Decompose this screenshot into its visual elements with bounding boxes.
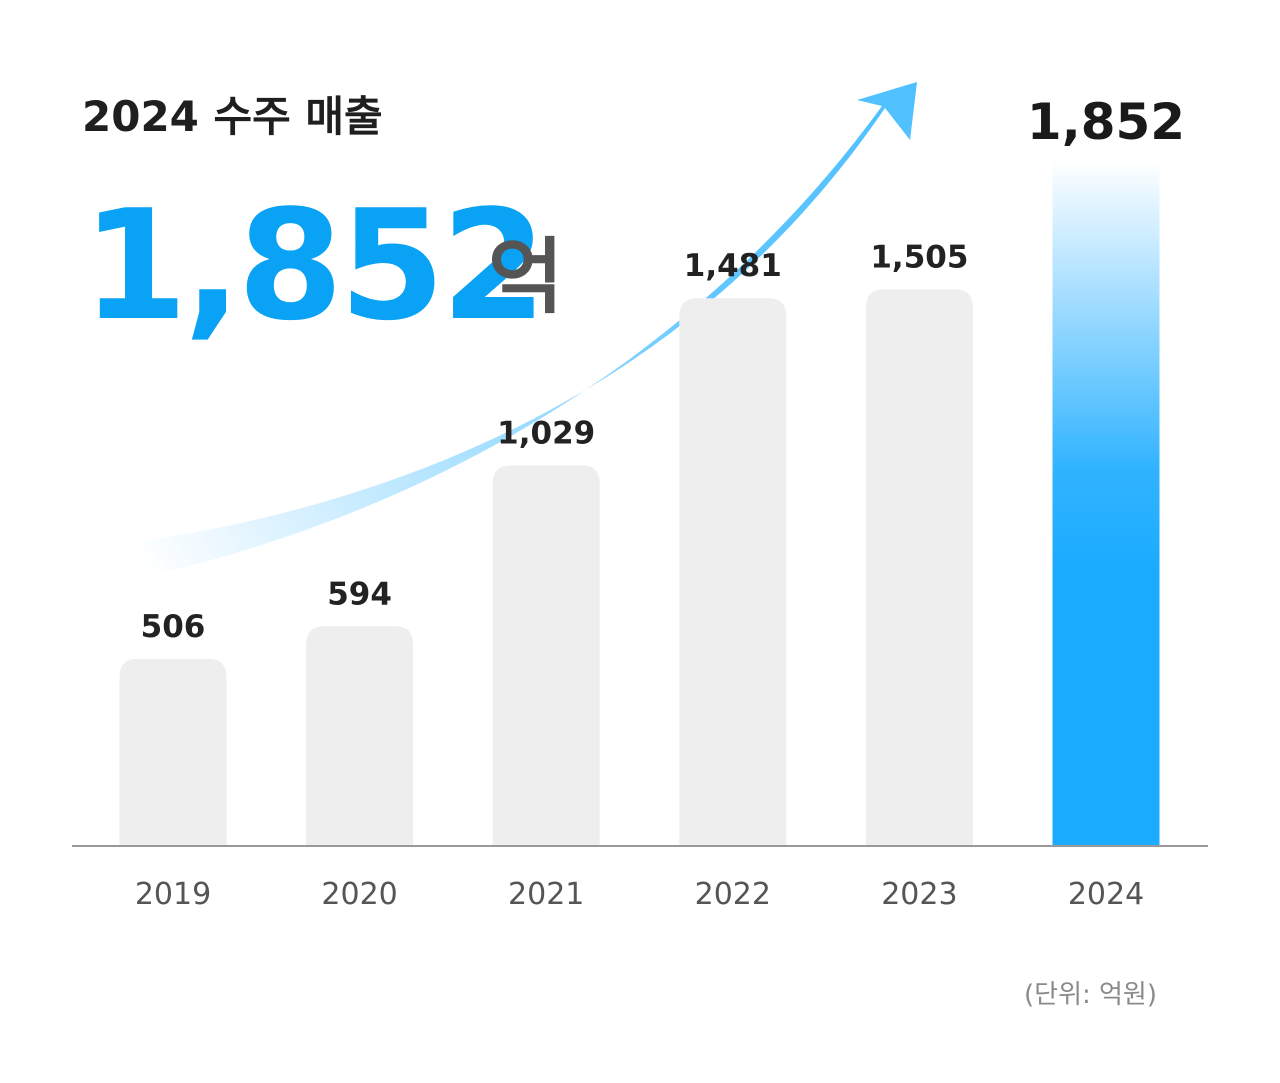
bar-value-label-2022: 1,481 xyxy=(684,248,782,284)
bar-value-label-2023: 1,505 xyxy=(870,239,968,275)
bar-2022 xyxy=(679,298,787,846)
bar-2024 xyxy=(1052,161,1160,846)
bar-value-label-2021: 1,029 xyxy=(497,415,595,451)
x-tick-label-2024: 2024 xyxy=(1068,877,1144,912)
bar-value-label-2019: 506 xyxy=(141,609,206,645)
bar-labels-group: 506 594 1,029 1,481 1,505 1,852 xyxy=(141,93,1185,645)
headline-value: 1,852 xyxy=(82,177,543,354)
trend-arrow-icon xyxy=(130,82,917,580)
unit-note: (단위: 억원) xyxy=(1024,980,1157,1010)
x-tick-label-2023: 2023 xyxy=(881,877,957,912)
headline-unit: 억 xyxy=(488,230,563,325)
x-tick-label-2019: 2019 xyxy=(135,877,211,912)
bar-value-label-2024: 1,852 xyxy=(1027,93,1185,151)
x-tick-label-2022: 2022 xyxy=(695,877,771,912)
chart-title: 2024 수주 매출 xyxy=(82,92,383,141)
bars-group xyxy=(119,161,1160,846)
bar-2019 xyxy=(119,658,227,846)
bar-2021 xyxy=(492,465,600,846)
bar-2023 xyxy=(865,289,973,846)
bar-2020 xyxy=(306,626,414,846)
x-tick-label-2021: 2021 xyxy=(508,877,584,912)
bar-value-label-2020: 594 xyxy=(327,576,392,612)
x-tick-labels-group: 2019 2020 2021 2022 2023 2024 xyxy=(135,877,1144,912)
x-tick-label-2020: 2020 xyxy=(321,877,397,912)
